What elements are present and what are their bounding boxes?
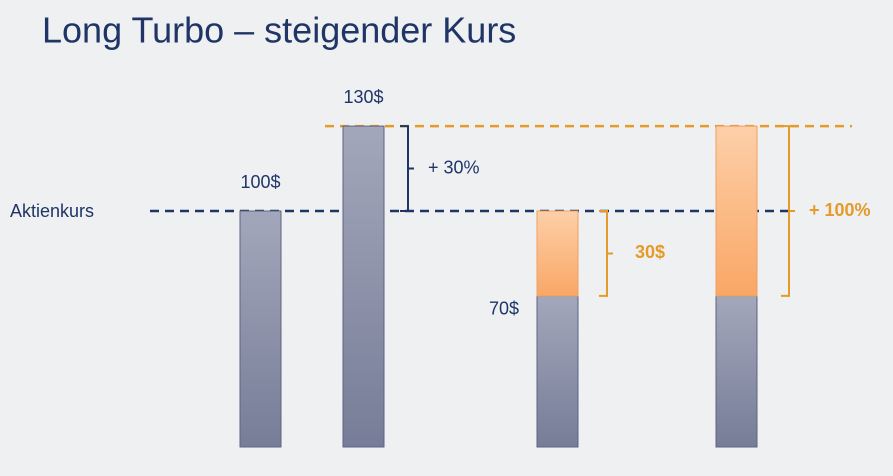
bar-label: 130$ bbox=[343, 87, 383, 107]
stock-bar bbox=[239, 210, 282, 448]
title: Long Turbo – steigender Kurs bbox=[42, 10, 516, 51]
bar-label: 100$ bbox=[240, 172, 280, 192]
reference-label: Aktienkurs bbox=[10, 201, 94, 221]
turbo-base bbox=[715, 295, 758, 448]
turbo-gain bbox=[536, 210, 579, 297]
stock-bar bbox=[342, 125, 385, 448]
gain-bracket bbox=[400, 125, 414, 212]
gain-label: + 30% bbox=[428, 157, 480, 177]
turbo-gain bbox=[715, 125, 758, 297]
turbo-bracket bbox=[599, 210, 613, 297]
turbo-gain-label: + 100% bbox=[809, 200, 871, 220]
turbo-bracket bbox=[781, 125, 795, 297]
turbo-gain-label: 30$ bbox=[635, 242, 665, 262]
turbo-base bbox=[536, 295, 579, 448]
base-label: 70$ bbox=[489, 299, 519, 319]
